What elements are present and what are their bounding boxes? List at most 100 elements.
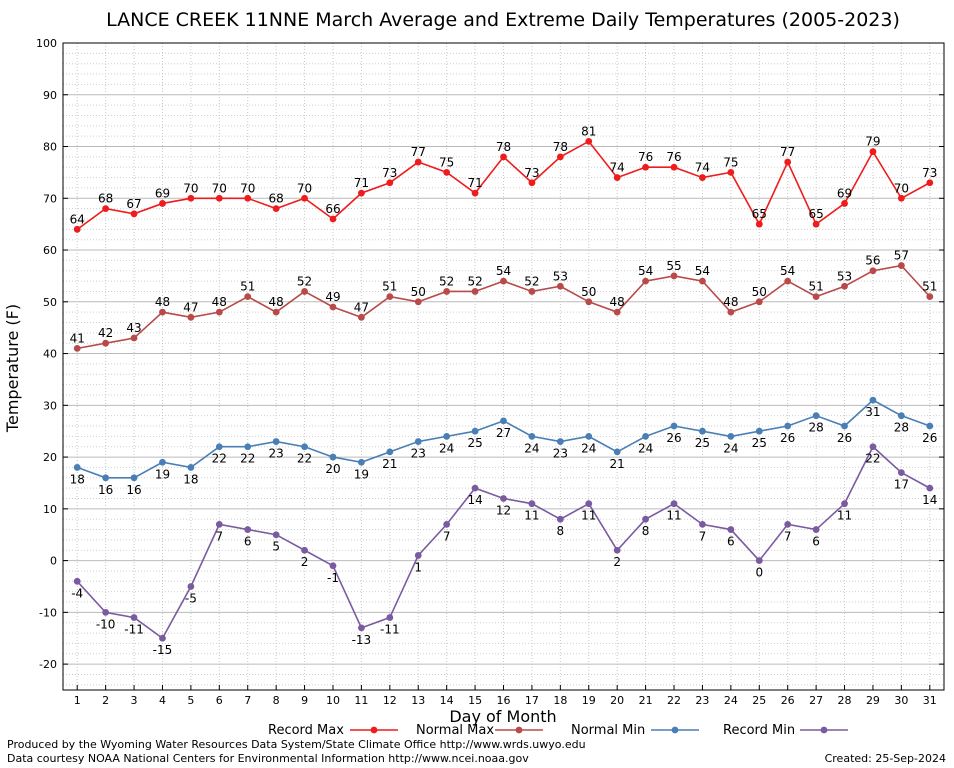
data-label-normal-max: 51 [240, 280, 255, 294]
data-label-normal-max: 51 [922, 280, 937, 294]
data-point-normal-max [130, 334, 138, 342]
x-tick-label: 12 [383, 694, 397, 707]
data-point-record-min [812, 526, 820, 533]
x-tick-label: 1 [74, 694, 81, 707]
data-point-record-min [244, 526, 252, 533]
data-point-normal-min [215, 443, 223, 451]
data-point-record-max [358, 189, 365, 197]
chart-title: LANCE CREEK 11NNE March Average and Extr… [106, 9, 900, 31]
data-point-record-min [727, 526, 735, 533]
data-label-normal-min: 25 [695, 436, 710, 450]
x-tick-label: 27 [809, 694, 823, 707]
data-point-normal-min [414, 438, 422, 445]
x-tick-label: 7 [244, 694, 251, 707]
x-tick-label: 31 [923, 694, 937, 707]
data-label-record-min: 7 [784, 529, 792, 543]
data-label-record-max: 65 [808, 207, 823, 221]
data-label-normal-max: 57 [894, 249, 909, 263]
data-point-record-min [841, 500, 848, 508]
data-point-normal-max [926, 293, 934, 301]
data-label-record-max: 70 [183, 181, 198, 195]
data-label-normal-min: 24 [581, 441, 596, 455]
data-label-record-min: 7 [699, 529, 707, 543]
data-point-normal-max [670, 272, 678, 280]
data-label-normal-min: 21 [610, 457, 625, 471]
data-label-normal-max: 50 [411, 285, 426, 299]
data-point-normal-max [73, 344, 81, 352]
data-label-normal-min: 22 [212, 452, 227, 466]
data-label-normal-min: 28 [808, 421, 823, 435]
x-tick-label: 21 [639, 694, 653, 707]
data-point-normal-min [73, 464, 81, 471]
data-point-normal-min [244, 443, 252, 451]
data-point-record-max [187, 194, 195, 202]
data-point-record-min [159, 634, 166, 642]
data-label-record-max: 65 [752, 207, 767, 221]
data-label-record-max: 79 [865, 135, 880, 149]
data-label-record-max: 64 [70, 212, 85, 226]
data-point-record-min [642, 515, 649, 523]
x-tick-label: 29 [866, 694, 880, 707]
data-point-normal-max [755, 298, 763, 306]
data-label-record-min: 6 [812, 535, 820, 549]
data-label-record-min: 22 [865, 452, 880, 466]
data-label-normal-max: 52 [439, 274, 454, 288]
data-label-normal-min: 21 [382, 457, 397, 471]
data-label-record-min: 8 [642, 524, 650, 538]
data-point-normal-min [755, 427, 763, 435]
data-point-record-min [301, 546, 308, 554]
data-label-record-max: 68 [98, 192, 113, 206]
data-point-record-max [670, 163, 678, 171]
data-point-record-min [869, 443, 877, 451]
data-label-record-max: 70 [894, 181, 909, 195]
data-point-normal-max [471, 288, 479, 295]
data-label-record-max: 66 [325, 202, 340, 216]
data-label-normal-max: 48 [723, 295, 738, 309]
data-point-record-max [556, 153, 564, 161]
data-label-normal-min: 23 [553, 447, 568, 461]
data-label-record-min: 11 [524, 509, 539, 523]
data-point-normal-max [869, 267, 877, 275]
data-point-record-max [841, 200, 848, 207]
data-point-normal-min [727, 432, 735, 440]
data-label-record-max: 69 [837, 186, 852, 200]
data-point-record-min [73, 577, 81, 585]
legend-label-record-min: Record Min [723, 723, 795, 738]
data-point-record-max [642, 163, 649, 171]
data-label-normal-max: 48 [212, 295, 227, 309]
series-normal-max: 41 42 43 48 47 48 51 48 52 49 47 51 50 52 52 54 52 53 50 48… [70, 249, 937, 352]
data-point-record-max [244, 194, 252, 202]
data-point-normal-min [301, 443, 308, 451]
data-label-normal-max: 52 [524, 274, 539, 288]
data-point-record-max [699, 174, 706, 181]
grid [63, 43, 944, 690]
data-point-record-max [869, 148, 877, 156]
x-tick-label: 17 [525, 694, 539, 707]
data-label-record-max: 71 [467, 176, 482, 190]
legend-marker-record-min [820, 726, 828, 734]
data-label-normal-min: 26 [780, 431, 795, 445]
data-point-record-min [215, 520, 223, 528]
data-label-record-max: 71 [354, 176, 369, 190]
data-point-normal-max [841, 282, 848, 290]
legend-marker-normal-min [671, 726, 679, 734]
data-point-normal-max [613, 308, 621, 316]
data-point-record-min [699, 520, 706, 528]
temperature-chart: LANCE CREEK 11NNE March Average and Extr… [3, 9, 945, 738]
data-label-normal-max: 55 [666, 259, 681, 273]
y-axis-label: Temperature (F) [3, 304, 22, 433]
x-tick-label: 11 [354, 694, 368, 707]
data-label-record-min: 8 [557, 524, 565, 538]
data-point-normal-max [642, 277, 649, 285]
data-label-record-min: 1 [414, 560, 422, 574]
data-label-normal-max: 49 [325, 290, 340, 304]
data-point-normal-min [272, 438, 280, 445]
data-point-normal-max [244, 293, 252, 301]
data-label-record-max: 73 [922, 166, 937, 180]
data-label-record-max: 73 [382, 166, 397, 180]
data-label-record-min: 11 [666, 509, 681, 523]
data-point-normal-max [500, 277, 507, 285]
data-point-record-max [897, 194, 905, 202]
legend-label-normal-min: Normal Min [571, 723, 645, 738]
